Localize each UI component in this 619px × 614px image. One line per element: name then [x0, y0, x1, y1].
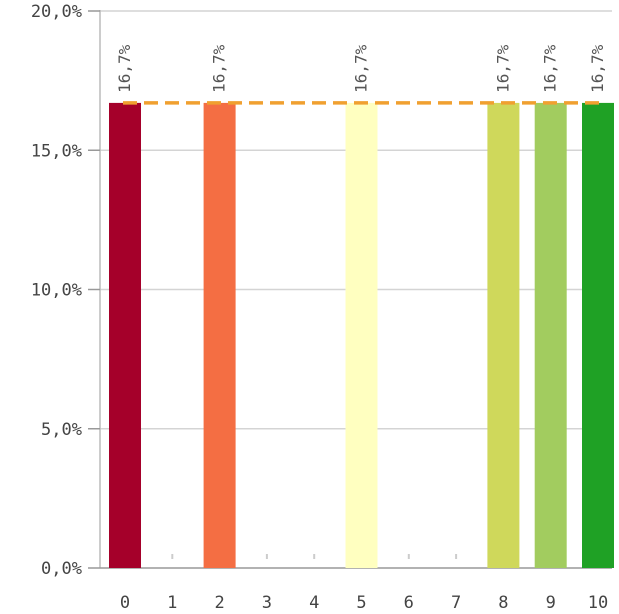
- x-tick-label: 4: [309, 593, 319, 613]
- bar: [203, 102, 236, 568]
- data-label: 16,7%: [493, 44, 512, 93]
- y-tick-label: 5,0%: [41, 420, 82, 440]
- data-label: 16,7%: [210, 44, 229, 93]
- x-tick-label: 10: [588, 593, 608, 613]
- bars: [109, 102, 614, 568]
- bar-zero-marker: [265, 554, 268, 559]
- x-tick-label: 3: [262, 593, 272, 613]
- x-tick-label: 6: [404, 593, 414, 613]
- x-tick-label: 5: [356, 593, 366, 613]
- bar: [109, 102, 141, 568]
- y-axis-ticks: 0,0% 5,0% 10,0% 15,0% 20,0%: [31, 2, 100, 579]
- y-tick-label: 0,0%: [41, 559, 82, 579]
- data-label: 16,7%: [541, 44, 560, 93]
- y-tick-label: 20,0%: [31, 2, 82, 22]
- bar: [345, 102, 378, 568]
- x-tick-label: 1: [167, 593, 177, 613]
- x-axis-ticks: 0 1 2 3 4 5 6 7 8 9 10: [120, 593, 608, 613]
- data-label: 16,7%: [115, 44, 134, 93]
- data-labels: 16,7% 16,7% 16,7% 16,7% 16,7% 16,7%: [115, 44, 607, 93]
- bar-zero-marker: [313, 554, 316, 559]
- x-tick-label: 2: [214, 593, 224, 613]
- x-tick-label: 9: [546, 593, 556, 613]
- x-tick-label: 8: [498, 593, 508, 613]
- data-label: 16,7%: [352, 44, 371, 93]
- bar: [582, 102, 614, 568]
- y-tick-label: 10,0%: [31, 281, 82, 301]
- x-tick-label: 0: [120, 593, 130, 613]
- bar-zero-marker: [171, 554, 174, 559]
- x-tick-label: 7: [451, 593, 461, 613]
- bar-zero-marker: [407, 554, 410, 559]
- bar: [534, 102, 567, 568]
- data-label: 16,7%: [588, 44, 607, 93]
- y-tick-label: 15,0%: [31, 141, 82, 161]
- bar: [487, 102, 520, 568]
- bar-zero-marker: [455, 554, 458, 559]
